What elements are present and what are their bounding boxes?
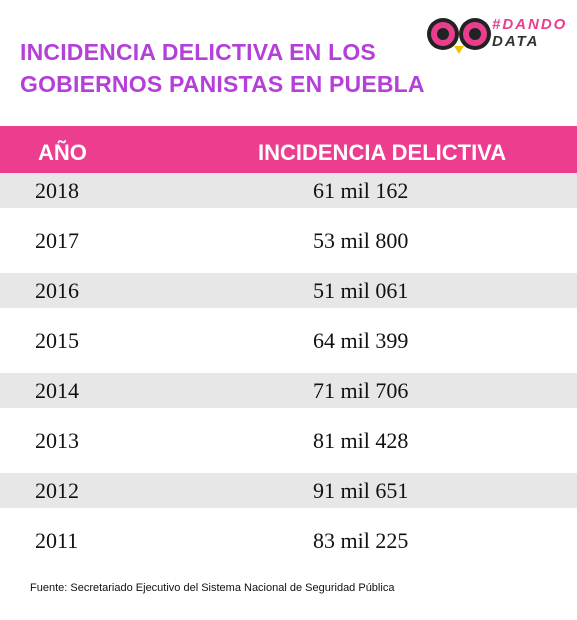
- table-row: 2011 83 mil 225: [0, 523, 577, 558]
- value-cell: 64 mil 399: [313, 328, 409, 353]
- year-cell: 2013: [35, 428, 79, 453]
- year-cell: 2014: [35, 378, 79, 403]
- value-cell: 91 mil 651: [313, 478, 409, 503]
- column-header: AÑO: [38, 140, 87, 165]
- year-cell: 2017: [35, 228, 79, 253]
- table-row: 2017 53 mil 800: [0, 223, 577, 258]
- title-line: INCIDENCIA DELICTIVA EN LOS: [20, 39, 376, 65]
- year-cell: 2012: [35, 478, 79, 503]
- value-cell: 53 mil 800: [313, 228, 409, 253]
- year-cell: 2015: [35, 328, 79, 353]
- value-cell: 51 mil 061: [313, 278, 409, 303]
- logo-line: #DANDO: [492, 16, 568, 33]
- value-cell: 61 mil 162: [313, 178, 409, 203]
- table-row: 2013 81 mil 428: [0, 423, 577, 458]
- logo-icon: [427, 18, 491, 54]
- value-cell: 81 mil 428: [313, 428, 409, 453]
- column-header: INCIDENCIA DELICTIVA: [258, 140, 507, 165]
- logo-line: DATA: [492, 33, 540, 50]
- source-note: Fuente: Secretariado Ejecutivo del Siste…: [30, 582, 395, 594]
- title-line: GOBIERNOS PANISTAS EN PUEBLA: [20, 71, 425, 97]
- logo-text: #DANDO DATA: [492, 16, 567, 50]
- table-row: 2016 51 mil 061: [0, 273, 577, 308]
- year-cell: 2016: [35, 278, 79, 303]
- value-cell: 83 mil 225: [313, 528, 409, 553]
- year-cell: 2011: [35, 528, 79, 553]
- table-header: AÑO INCIDENCIA DELICTIVA: [0, 126, 577, 176]
- value-cell: 71 mil 706: [313, 378, 409, 403]
- year-cell: 2018: [35, 178, 79, 203]
- table-row: 2012 91 mil 651: [0, 473, 577, 508]
- title: INCIDENCIA DELICTIVA EN LOS GOBIERNOS PA…: [20, 36, 425, 100]
- table-row: 2015 64 mil 399: [0, 323, 577, 358]
- table-row: 2018 61 mil 162: [0, 173, 577, 208]
- table-row: 2014 71 mil 706: [0, 373, 577, 408]
